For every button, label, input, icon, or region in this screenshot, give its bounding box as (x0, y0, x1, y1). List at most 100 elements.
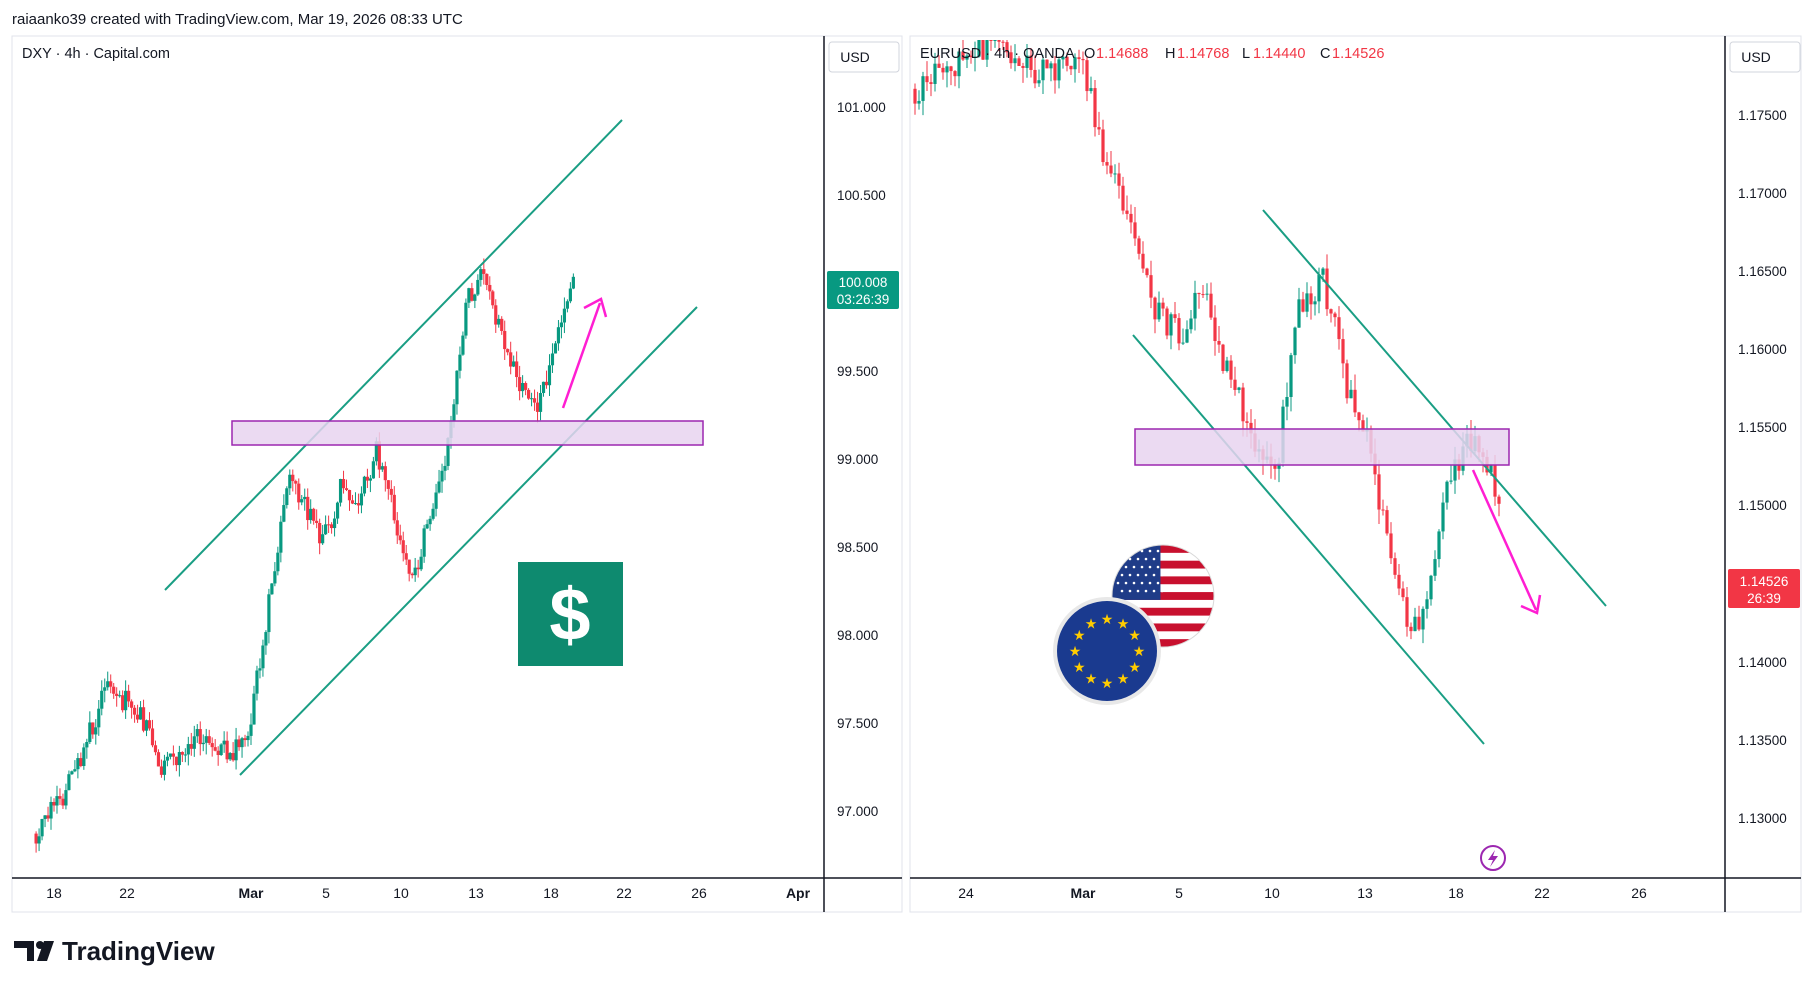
candle-body (228, 753, 232, 760)
candle-body (1185, 329, 1189, 343)
candle-body (79, 758, 83, 767)
candle-body (321, 534, 325, 544)
candle-body (524, 383, 528, 390)
eurusd-currency-button[interactable] (1729, 41, 1801, 73)
candle-body (455, 370, 459, 405)
candle-body (300, 499, 304, 503)
eurusd-price-tick: 1.14000 (1738, 655, 1787, 670)
candle-body (1085, 60, 1089, 92)
candle-body (240, 738, 244, 748)
dxy-channel-lower[interactable] (239, 306, 698, 776)
candle-body (1093, 88, 1097, 128)
candle-body (957, 51, 961, 77)
dxy-currency-button[interactable] (828, 41, 900, 73)
ohlc-open: 1.14688 (1096, 46, 1148, 62)
candle-body (88, 722, 92, 743)
candle-body (91, 722, 95, 735)
dxy-candles (34, 258, 575, 853)
candle-body (1421, 608, 1425, 630)
candle-body (993, 40, 997, 41)
dxy-price-tick: 99.000 (837, 452, 878, 467)
candle-body (219, 744, 223, 756)
candle-body (989, 40, 993, 41)
lightning-icon[interactable] (1480, 845, 1506, 871)
candle-body (1157, 302, 1161, 320)
candle-body (977, 40, 981, 57)
candle-body (981, 40, 985, 60)
dxy-price-tick: 99.500 (837, 364, 878, 379)
candle-body (138, 707, 143, 720)
candle-body (261, 645, 265, 669)
candle-body (997, 40, 1001, 42)
candle-body (150, 728, 155, 746)
candle-body (40, 819, 44, 837)
candle-body (204, 736, 208, 743)
candle-body (961, 51, 965, 60)
candle-body (1069, 65, 1073, 70)
candle-body (1101, 129, 1105, 163)
eurusd-resistance-zone[interactable] (1134, 428, 1510, 466)
candle-body (100, 690, 104, 709)
candle-body (535, 402, 540, 412)
candle-body (544, 381, 549, 386)
candle-body (526, 389, 531, 399)
candle-body (443, 465, 447, 471)
dxy-last-price: 100.008 (839, 275, 888, 290)
candle-body (422, 528, 426, 557)
candle-body (1181, 342, 1185, 344)
candle-body (1017, 58, 1021, 66)
candle-body (491, 291, 495, 306)
dxy-support-zone[interactable] (231, 420, 704, 446)
eurusd-channel-upper[interactable] (1262, 209, 1607, 607)
candle-body (1133, 222, 1137, 239)
candle-body (410, 573, 414, 576)
candle-body (329, 524, 334, 529)
svg-text:★: ★ (1069, 644, 1082, 660)
candle-body (1341, 339, 1345, 364)
candle-body (425, 524, 429, 529)
candle-body (177, 752, 181, 766)
ohlc-low: 1.14440 (1253, 46, 1305, 62)
candle-body (374, 441, 378, 462)
candle-body (64, 790, 68, 806)
candle-body (401, 540, 405, 554)
candle-body (144, 720, 149, 731)
eurusd-price-tick: 1.13500 (1738, 733, 1787, 748)
candle-body (216, 750, 220, 756)
svg-text:★: ★ (1073, 660, 1086, 676)
dxy-channel-upper[interactable] (164, 119, 623, 591)
svg-text:★: ★ (1133, 644, 1146, 660)
candle-body (318, 523, 322, 544)
candle-body (46, 815, 50, 819)
candle-body (398, 535, 402, 541)
candle-body (344, 488, 349, 490)
tradingview-logo: TradingView (14, 936, 215, 966)
candle-body (419, 556, 423, 570)
dxy-date-tick: 22 (119, 885, 135, 901)
eurusd-channel-lower[interactable] (1132, 334, 1485, 745)
candle-body (553, 343, 558, 354)
candle-body (327, 524, 331, 526)
candle-body (303, 496, 307, 500)
candle-body (1345, 363, 1349, 399)
candle-body (437, 481, 441, 493)
dxy-arrow-up[interactable] (561, 302, 602, 409)
dxy-price-tick: 97.000 (837, 804, 878, 819)
candle-body (127, 690, 131, 702)
dxy-price-tick: 100.500 (837, 188, 886, 203)
eurusd-arrow-down[interactable] (1471, 469, 1538, 611)
candle-body (270, 583, 274, 595)
candle-body (198, 729, 202, 745)
dollar-glyph: $ (549, 573, 590, 656)
candle-body (1173, 314, 1177, 319)
candle-body (1177, 318, 1181, 344)
candle-body (1433, 559, 1437, 576)
candle-body (1289, 355, 1293, 397)
candle-body (1081, 59, 1085, 61)
candle-body (1213, 317, 1217, 342)
candle-body (1445, 481, 1449, 503)
dxy-price-tick: 98.000 (837, 628, 878, 643)
candle-body (1053, 63, 1057, 81)
eurusd-last-price: 1.14526 (1740, 574, 1789, 589)
candle-body (43, 815, 47, 820)
